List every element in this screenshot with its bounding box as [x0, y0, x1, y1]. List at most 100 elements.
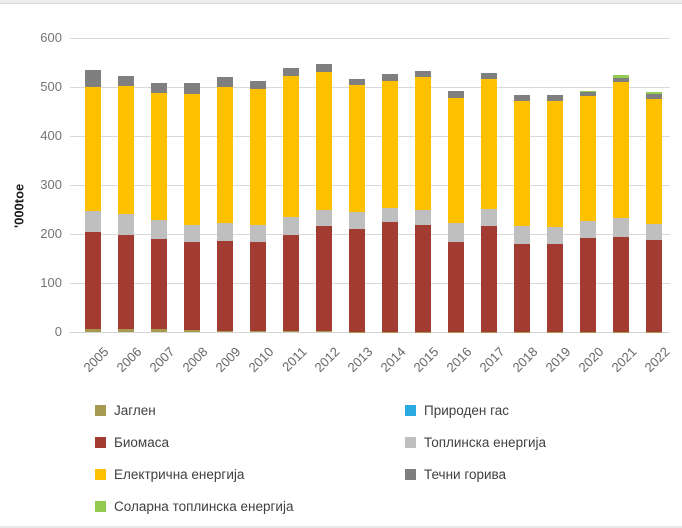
x-axis-label: 2008 [179, 344, 211, 376]
bar-segment [546, 94, 563, 101]
bar-2006 [117, 76, 134, 332]
x-axis-label: 2016 [443, 344, 475, 376]
bar-segment [612, 77, 629, 82]
x-axis-label: 2010 [245, 344, 277, 376]
legend-label: Топлинска енергија [424, 434, 547, 450]
y-axis-tick-label: 600 [40, 30, 62, 45]
x-axis-label: 2019 [542, 344, 574, 376]
bar-segment [315, 64, 332, 72]
bar-segment [84, 87, 101, 211]
bar-2020 [579, 90, 596, 332]
x-axis-label: 2021 [608, 344, 640, 376]
bar-segment [117, 76, 134, 86]
x-axis-label: 2006 [113, 344, 145, 376]
window-bottom-border [0, 526, 682, 528]
legend-item: Јаглен [95, 400, 405, 420]
x-axis-label: 2011 [278, 344, 310, 375]
bar-segment [414, 70, 431, 78]
legend-label: Течни горива [424, 466, 507, 482]
bar-segment [579, 90, 596, 92]
bar-segment [117, 329, 134, 332]
bar-segment [348, 85, 365, 212]
x-axis-label: 2005 [80, 344, 112, 376]
y-axis-tick-label: 0 [54, 324, 62, 339]
bar-segment [315, 226, 332, 332]
bar-segment [381, 74, 398, 81]
x-axis-label: 2012 [311, 344, 343, 376]
bar-2021 [612, 75, 629, 332]
bar-segment [183, 83, 200, 94]
bar-2009 [216, 76, 233, 332]
bar-segment [117, 85, 134, 214]
bar-segment [315, 209, 332, 227]
legend-swatch [95, 500, 106, 512]
bar-segment [480, 208, 497, 227]
bar-segment [249, 88, 266, 226]
legend-item: Течни горива [405, 464, 595, 484]
bar-segment [348, 78, 365, 86]
x-axis-label: 2017 [476, 344, 508, 376]
bar-segment [645, 91, 662, 95]
x-axis: 2005 2006 2007 2008 2009 2010 2011 2012 2013 2014… [70, 332, 673, 394]
bar-segment [150, 329, 167, 332]
legend-swatch [405, 404, 416, 416]
legend-swatch [405, 468, 416, 480]
bar-2008 [183, 83, 200, 332]
legend-label: Електрична енергија [114, 466, 245, 482]
bar-segment [249, 242, 266, 332]
gridline [70, 185, 670, 186]
bar-segment [579, 238, 596, 332]
gridline [70, 283, 670, 284]
y-axis: 0 100 200 300 400 500 600 [0, 30, 62, 339]
bar-segment [84, 70, 101, 88]
bar-segment [348, 211, 365, 229]
bar-segment [645, 94, 662, 99]
x-axis-label: 2009 [212, 344, 244, 376]
bar-2010 [249, 80, 266, 332]
bar-2011 [282, 67, 299, 332]
y-axis-tick-label: 300 [40, 177, 62, 192]
x-axis-label: 2022 [641, 344, 673, 376]
bar-segment [513, 243, 530, 332]
legend-item: Биомаса [95, 432, 405, 452]
bar-segment [414, 225, 431, 332]
x-axis-label: 2020 [575, 344, 607, 376]
bar-segment [183, 330, 200, 332]
bar-segment [513, 226, 530, 244]
chart-legend: Јаглен Природен гас Биомаса Топлинска енерг… [95, 400, 595, 516]
bar-segment [84, 329, 101, 332]
bar-segment [546, 244, 563, 332]
legend-swatch [95, 436, 106, 448]
bar-segment [216, 223, 233, 241]
bar-segment [612, 75, 629, 78]
window-top-border [0, 0, 682, 4]
gridline [70, 234, 670, 235]
bar-segment [579, 221, 596, 239]
gridline [70, 38, 670, 39]
gridline [70, 136, 670, 137]
bar-segment [216, 331, 233, 332]
bar-segment [150, 82, 167, 93]
bar-segment [645, 98, 662, 224]
bar-segment [612, 218, 629, 237]
bar-segment [612, 81, 629, 219]
legend-label: Јаглен [114, 402, 156, 418]
bar-segment [579, 91, 596, 96]
bar-segment [282, 67, 299, 76]
bar-segment [183, 242, 200, 331]
bar-segment [480, 226, 497, 332]
bar-segment [645, 239, 662, 332]
legend-swatch [95, 404, 106, 416]
legend-swatch [405, 436, 416, 448]
bar-segment [546, 100, 563, 227]
legend-label: Соларна топлинска енергија [114, 498, 294, 514]
plot-area [70, 38, 670, 333]
bar-segment [117, 213, 134, 235]
bar-segment [381, 221, 398, 332]
legend-swatch [95, 468, 106, 480]
bar-segment [315, 331, 332, 332]
bar-segment [447, 241, 464, 332]
bar-segment [612, 236, 629, 332]
bar-2019 [546, 94, 563, 332]
